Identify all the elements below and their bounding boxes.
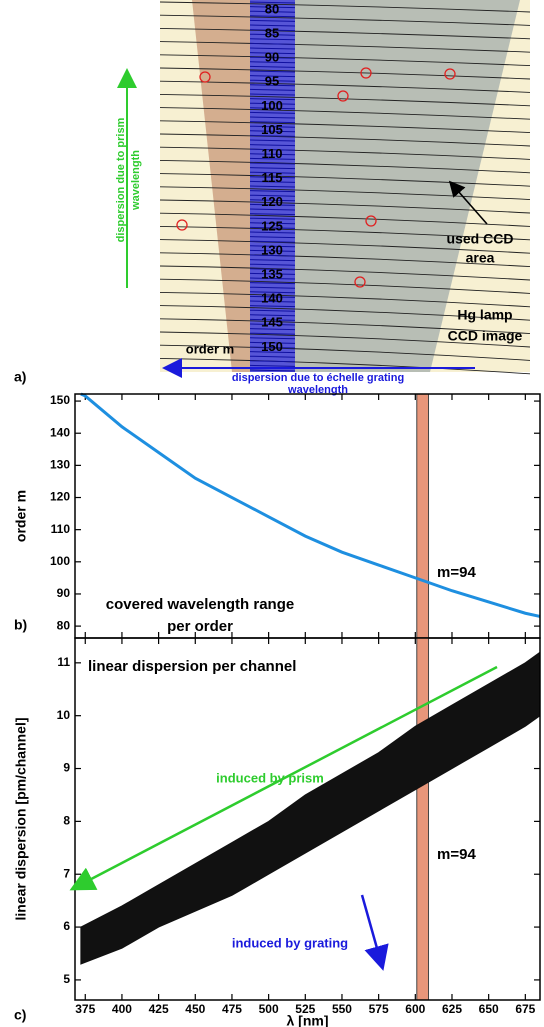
x-tick-label: 500: [259, 1002, 279, 1016]
x-tick-label: 450: [185, 1002, 205, 1016]
y-tick-label: 130: [50, 458, 70, 472]
ccd-area-label: area: [466, 250, 495, 266]
prism-label: dispersion due to prism: [115, 117, 127, 242]
charts: 80 90 100 110 120 130 140 150 order m b) m=94 cover…: [13, 393, 540, 1027]
panel-label: b): [14, 617, 27, 633]
order-label: 110: [262, 146, 283, 161]
x-tick-label: 425: [149, 1002, 169, 1016]
image-label: CCD image: [448, 328, 523, 344]
order-label: 105: [261, 122, 283, 137]
annotation: induced by grating: [232, 935, 348, 950]
figure: dispersion due to prism wavelength dispe…: [0, 0, 544, 1027]
y-tick-label: 5: [63, 972, 70, 986]
annotation: induced by prism: [216, 770, 324, 785]
order-label: 140: [261, 291, 283, 306]
order-label: 145: [261, 315, 283, 330]
prism-label: wavelength: [130, 150, 142, 211]
order-label: 135: [261, 267, 283, 282]
ccd-image-panel: dispersion due to prism wavelength dispe…: [14, 0, 530, 396]
order-label: 80: [265, 1, 279, 16]
y-tick-label: 10: [57, 708, 71, 722]
grating-label: dispersion due to échelle grating: [232, 372, 404, 384]
y-tick-label: 100: [50, 554, 70, 568]
y-tick-label: 140: [50, 425, 70, 439]
order-label: 130: [261, 242, 283, 257]
y-tick-label: 8: [63, 814, 70, 828]
order-label: 150: [261, 339, 283, 354]
y-tick-label: 90: [57, 586, 71, 600]
order-label: 85: [265, 26, 279, 41]
dispersion-range: [81, 652, 540, 964]
annotation: linear dispersion per channel: [88, 658, 296, 675]
highlight-band: [417, 638, 429, 1000]
x-tick-label: 550: [332, 1002, 352, 1016]
order-label: 95: [265, 74, 279, 89]
annotation: per order: [167, 618, 233, 635]
x-tick-label: 675: [515, 1002, 535, 1016]
x-tick-label: 475: [222, 1002, 242, 1016]
annotation: covered wavelength range: [106, 596, 294, 613]
y-tick-label: 120: [50, 490, 70, 504]
y-tick-label: 110: [51, 522, 71, 536]
order-label: 90: [265, 50, 279, 65]
x-tick-label: 625: [442, 1002, 462, 1016]
x-tick-label: 600: [405, 1002, 425, 1016]
order-label: 120: [261, 194, 283, 209]
order-label: 115: [262, 170, 283, 185]
panel-label: a): [14, 369, 26, 385]
y-tick-label: 7: [63, 866, 70, 880]
x-axis-label: λ [nm]: [287, 1013, 329, 1027]
y-tick-label: 11: [57, 655, 70, 669]
panel-label: c): [14, 1007, 26, 1023]
grating-arrow: [362, 895, 382, 966]
x-tick-label: 375: [75, 1002, 95, 1016]
highlight-band: [417, 394, 429, 638]
order-label: 100: [261, 98, 283, 113]
y-tick-label: 6: [63, 919, 70, 933]
annotation: m=94: [437, 846, 476, 863]
ccd-area-label: used CCD: [447, 231, 514, 247]
y-tick-label: 9: [63, 761, 70, 775]
y-axis-label: order m: [13, 490, 29, 542]
annotation: m=94: [437, 564, 476, 581]
order-curve: [81, 394, 540, 616]
order-axis-label: order m: [186, 341, 234, 356]
order-label: 125: [261, 218, 283, 233]
y-tick-label: 80: [57, 618, 71, 632]
image-label: Hg lamp: [457, 307, 512, 323]
y-tick-label: 150: [50, 393, 70, 407]
x-tick-label: 650: [479, 1002, 499, 1016]
x-tick-label: 400: [112, 1002, 132, 1016]
x-tick-label: 575: [369, 1002, 389, 1016]
y-axis-label: linear dispersion [pm/channel]: [13, 717, 29, 920]
